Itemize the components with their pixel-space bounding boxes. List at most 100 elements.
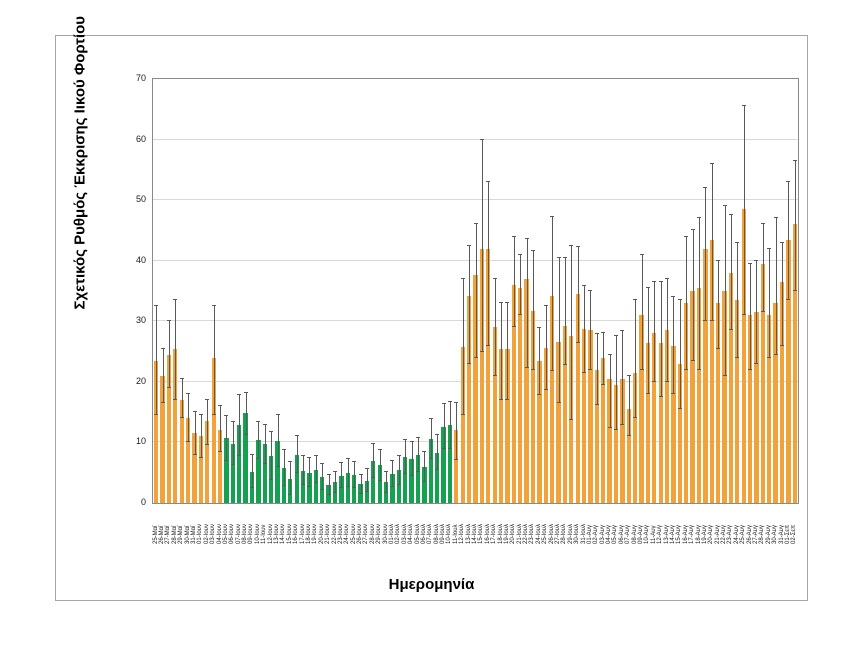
error-bar-cap (186, 392, 191, 394)
error-bar (411, 442, 413, 477)
x-tick-label: 26-Ιουλ (548, 524, 555, 544)
error-bar-cap (313, 455, 318, 457)
error-bar-cap (524, 237, 529, 239)
x-tick-label: 21-Αυγ (714, 525, 721, 544)
x-tick-label: 30-Μαϊ (184, 525, 191, 544)
bar-01-Αυγ (588, 330, 593, 503)
gridline-60 (153, 138, 798, 140)
x-tick-label: 12-Ιουν (267, 524, 274, 544)
error-bar (469, 245, 471, 365)
x-tick-label: 10-Ιουν (254, 524, 261, 544)
bar-04-Ιουν (217, 430, 223, 503)
error-bar-cap (601, 383, 606, 385)
error-bar-cap (403, 472, 408, 474)
bar-25-Αυγ (741, 209, 746, 503)
error-bar-cap (511, 235, 516, 237)
error-bar (584, 286, 586, 373)
bar-07-Ιουν (237, 425, 242, 503)
error-bar-cap (377, 479, 382, 481)
bar-20-Ιουν (320, 476, 325, 503)
error-bar-cap (179, 417, 184, 419)
x-tick-label: 13-Ιουλ (465, 524, 472, 544)
x-tick-label: 13-Αυγ (663, 525, 670, 544)
error-bar-cap (160, 347, 165, 349)
y-tick-label: 10 (135, 436, 146, 447)
error-bar-cap (518, 314, 523, 316)
error-bar-cap (320, 463, 325, 465)
bar-15-Αυγ (677, 363, 682, 503)
error-bar-cap (288, 460, 293, 462)
error-bar-cap (275, 414, 280, 416)
error-bar (207, 400, 209, 446)
x-tick-label: 27-Ιουν (363, 524, 370, 544)
error-bar (303, 456, 305, 486)
error-bar-cap (780, 344, 785, 346)
bar-13-Ιουλ (466, 295, 472, 503)
error-bar (558, 257, 560, 404)
bar-23-Ιουν (339, 475, 344, 503)
x-tick-label: 06-Αυγ (618, 525, 625, 544)
error-bar-cap (230, 463, 235, 465)
bar-05-Αυγ (613, 384, 619, 503)
bar-27-Ιουλ (556, 341, 561, 503)
bar-31-Ιουλ (581, 329, 587, 503)
error-bar (328, 475, 330, 495)
error-bar-cap (620, 424, 625, 426)
error-bar (213, 306, 215, 416)
x-tick-label: 25-Ιουν (350, 524, 357, 544)
x-tick-label: 31-Ιουλ (580, 524, 587, 544)
error-bar-cap (224, 459, 229, 461)
error-bar (437, 435, 439, 471)
x-tick-label: 23-Ιουλ (529, 524, 536, 544)
error-bar (194, 412, 196, 455)
error-bar (232, 422, 234, 465)
bar-26-Αυγ (747, 315, 753, 503)
error-bar-cap (409, 441, 414, 443)
error-bar-cap (773, 217, 778, 219)
bar-22-Ιουλ (524, 278, 529, 503)
x-tick-label: 10-Αυγ (644, 525, 651, 544)
error-bar-cap (262, 463, 267, 465)
bar-30-Μαϊ (185, 418, 191, 503)
bar-02-Αυγ (594, 369, 599, 503)
error-bar-cap (543, 388, 548, 390)
x-tick-label: 03-Αυγ (599, 525, 606, 544)
x-tick-label: 08-Ιουλ (433, 524, 440, 544)
error-bar (577, 246, 579, 343)
bar-21-Αυγ (716, 303, 721, 503)
error-bar (660, 281, 662, 397)
error-bar-cap (269, 478, 274, 480)
error-bar-cap (173, 299, 178, 301)
error-bar (156, 306, 158, 416)
bar-14-Ιουλ (473, 275, 478, 503)
bar-03-Ιουλ (403, 456, 408, 503)
error-bar (296, 436, 298, 473)
error-bar-cap (364, 468, 369, 470)
bar-08-Ιουν (243, 413, 248, 503)
bar-16-Αυγ (684, 303, 689, 503)
error-bar-cap (160, 402, 165, 404)
x-tick-label: 11-Ιουλ (452, 524, 459, 544)
error-bar (309, 458, 311, 488)
bar-17-Ιουλ (492, 327, 497, 503)
error-bar-cap (658, 280, 663, 282)
error-bar-cap (537, 326, 542, 328)
error-bar-cap (607, 426, 612, 428)
x-tick-label: 22-Ιουν (331, 524, 338, 544)
x-tick-label: 30-Αυγ (772, 525, 779, 544)
error-bar-cap (499, 399, 504, 401)
error-bar (788, 181, 790, 301)
x-tick-label: 25-Μαϊ (152, 525, 159, 544)
error-bar-cap (613, 429, 618, 431)
error-bar-cap (460, 413, 465, 415)
bar-19-Ιουν (313, 469, 318, 503)
error-bar-cap (179, 377, 184, 379)
bar-24-Αυγ (735, 300, 740, 503)
error-bar-cap (562, 256, 567, 258)
error-bar-cap (735, 241, 740, 243)
x-tick-label: 02-Σεπ (791, 524, 798, 544)
error-bar-cap (537, 393, 542, 395)
error-bar-cap (358, 473, 363, 475)
y-tick-label: 30 (135, 315, 146, 326)
x-tick-label: 16-Ιουλ (484, 524, 491, 544)
